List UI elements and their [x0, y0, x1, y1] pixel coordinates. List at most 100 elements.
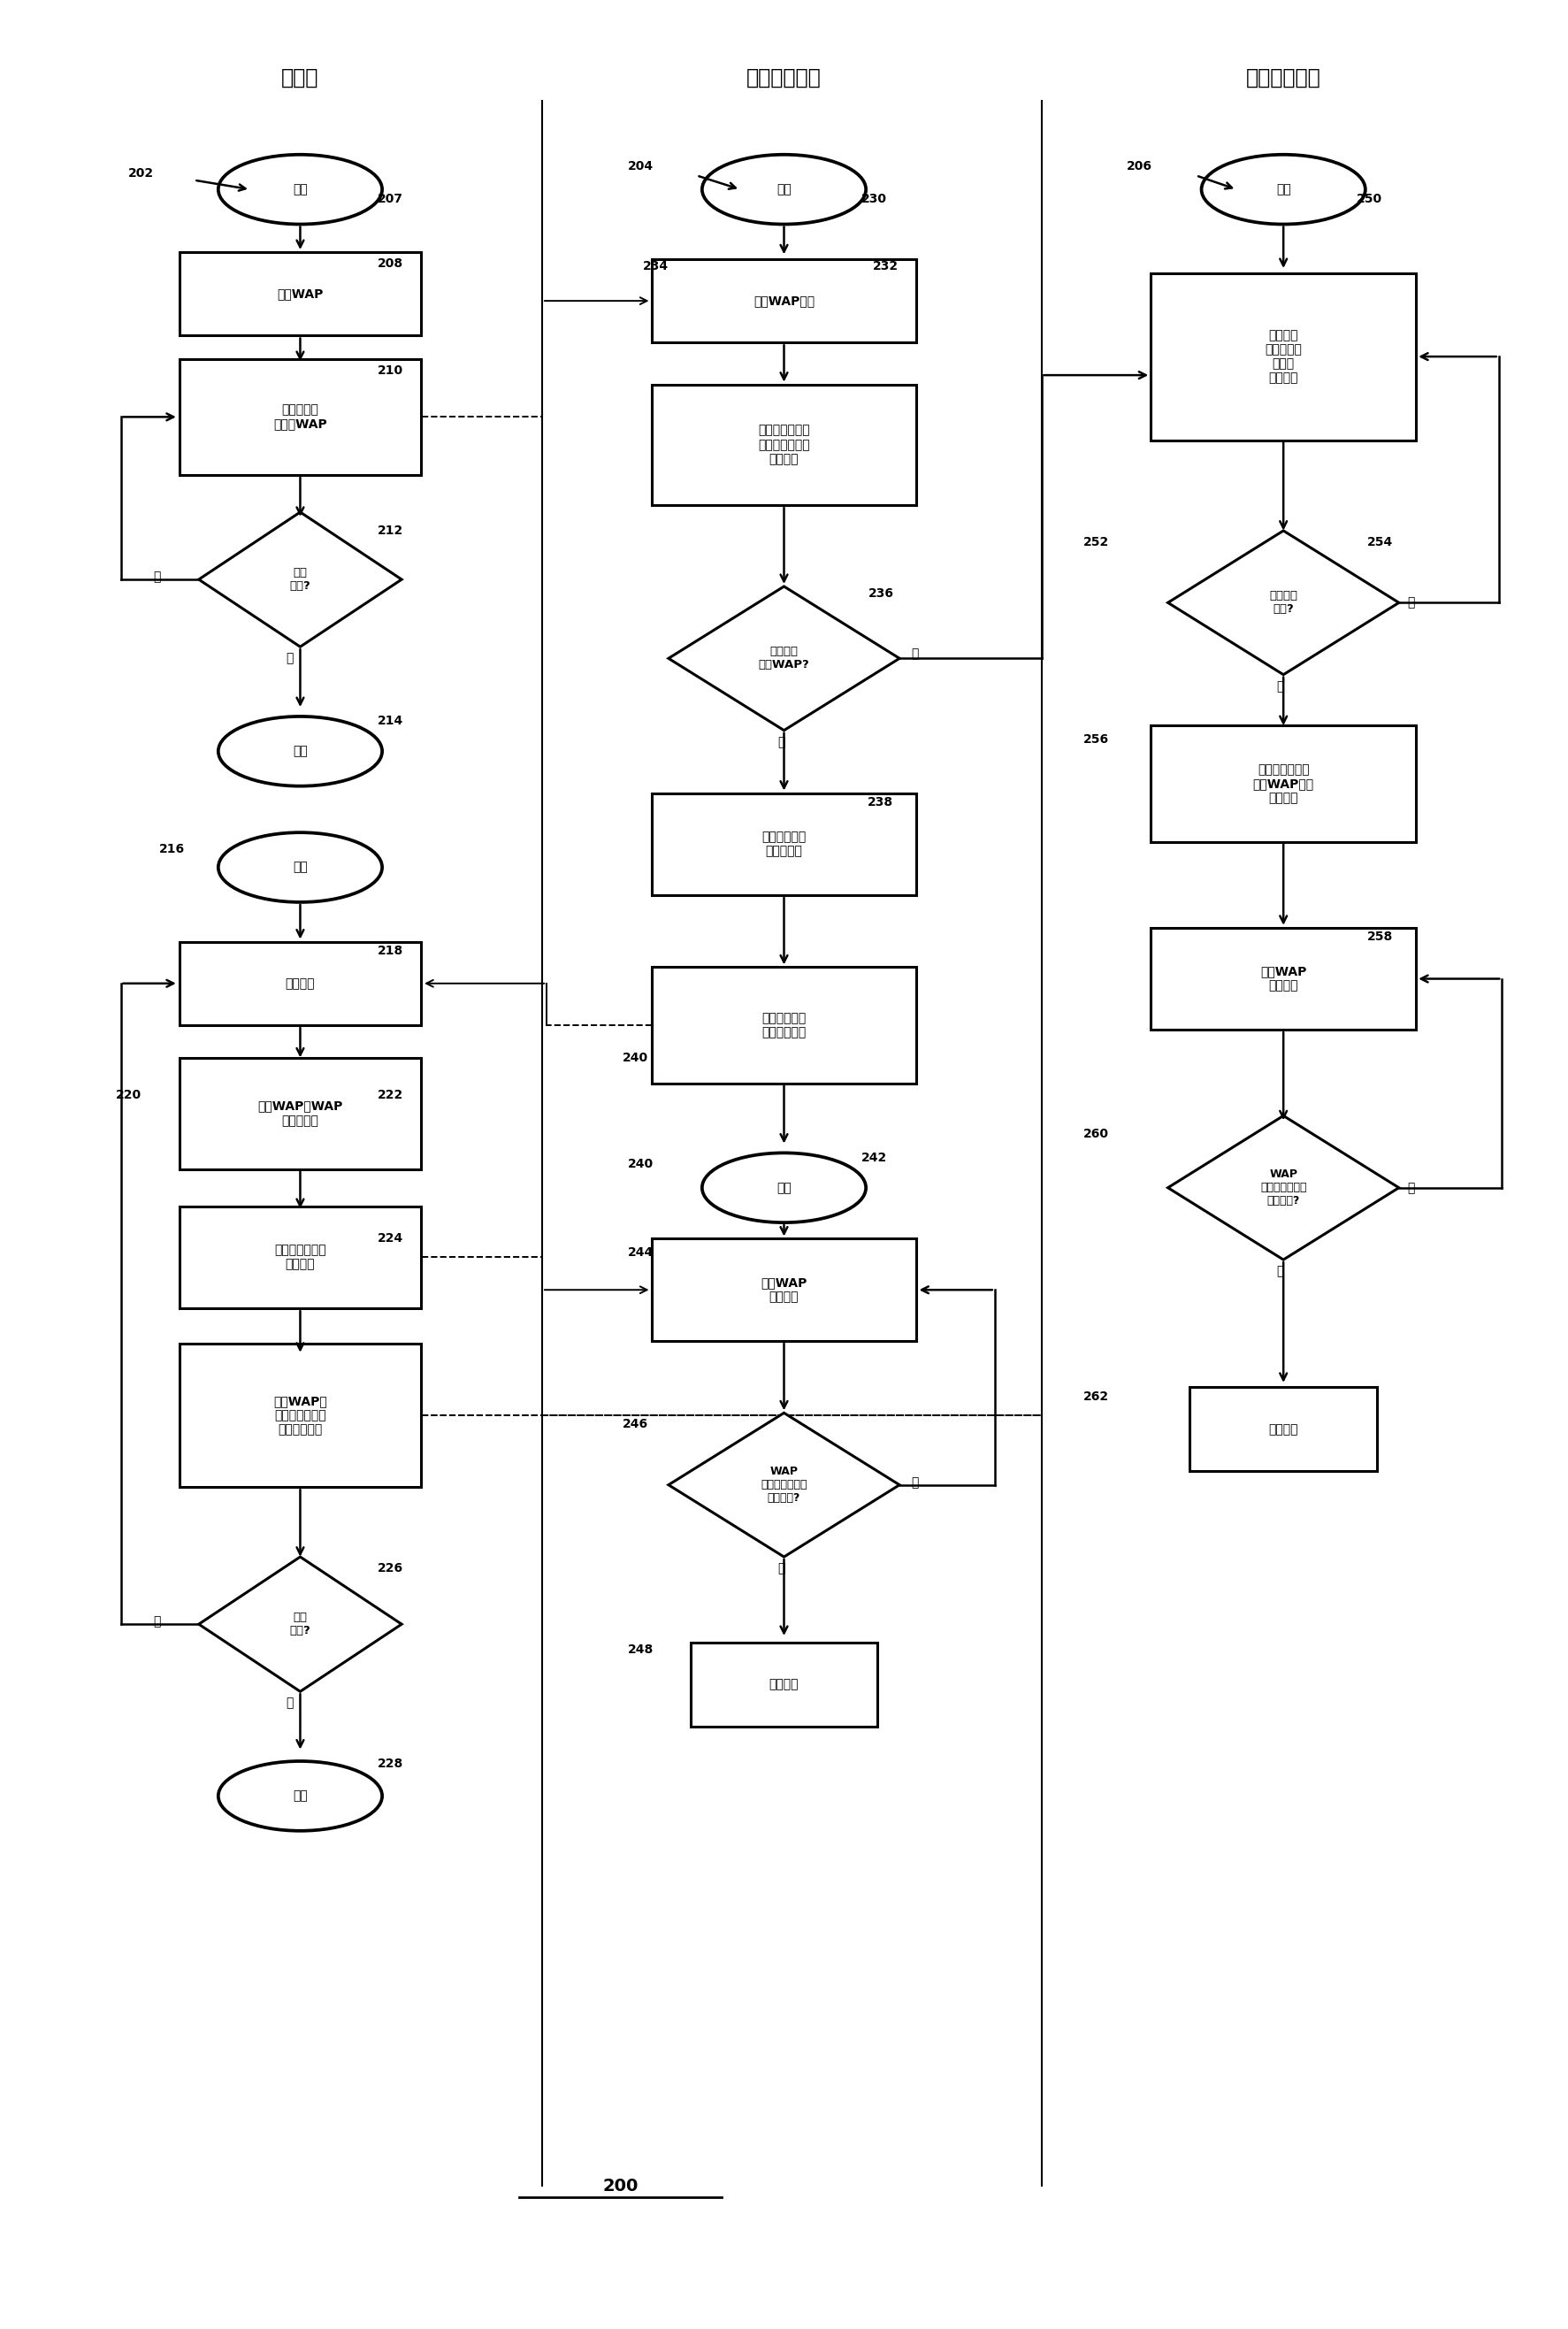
Polygon shape [668, 1414, 900, 1556]
Text: 开始: 开始 [776, 184, 792, 196]
Text: 接收WAP报告: 接收WAP报告 [754, 296, 814, 307]
Text: 通过WAP将
相关消息发送到
中央接收实体: 通过WAP将 相关消息发送到 中央接收实体 [273, 1395, 328, 1435]
FancyBboxPatch shape [690, 1642, 878, 1726]
Text: WAP
是否未被授权或
错误配置?: WAP 是否未被授权或 错误配置? [1261, 1169, 1306, 1206]
FancyBboxPatch shape [179, 252, 422, 335]
Ellipse shape [702, 154, 866, 224]
Text: 侦听WAP: 侦听WAP [278, 289, 323, 300]
Text: 206: 206 [1127, 161, 1152, 172]
Text: 中央控制实体: 中央控制实体 [746, 68, 822, 89]
Ellipse shape [702, 1153, 866, 1223]
FancyBboxPatch shape [651, 1239, 917, 1342]
Text: 否: 否 [154, 1616, 160, 1628]
Polygon shape [199, 512, 401, 647]
Ellipse shape [218, 831, 383, 901]
Text: 202: 202 [129, 168, 154, 179]
Text: 向中心站点发送
探测结果: 向中心站点发送 探测结果 [274, 1244, 326, 1272]
Text: 230: 230 [862, 193, 887, 205]
Text: 240: 240 [627, 1158, 654, 1171]
Text: 是: 是 [1276, 1265, 1284, 1279]
Text: 客户端: 客户端 [282, 68, 318, 89]
Text: 208: 208 [378, 259, 403, 270]
Text: 侦听命令: 侦听命令 [285, 978, 315, 990]
Text: 252: 252 [1083, 536, 1109, 550]
Text: 212: 212 [378, 524, 403, 538]
Text: 242: 242 [861, 1151, 887, 1164]
Text: 256: 256 [1083, 734, 1109, 745]
Text: 是否收到
通信?: 是否收到 通信? [1269, 589, 1298, 615]
Text: 判定WAP
网络属性: 判定WAP 网络属性 [1261, 967, 1306, 992]
Text: 接收WAP
探测报告: 接收WAP 探测报告 [760, 1276, 808, 1304]
Text: 240: 240 [622, 1050, 649, 1064]
FancyBboxPatch shape [1151, 272, 1416, 440]
Text: 否: 否 [911, 647, 919, 659]
FancyBboxPatch shape [651, 259, 917, 342]
Text: 是: 是 [285, 652, 293, 664]
Text: 是: 是 [285, 1698, 293, 1709]
Text: 246: 246 [622, 1418, 649, 1430]
Text: 选择执行主动
探测的端点: 选择执行主动 探测的端点 [762, 831, 806, 857]
Ellipse shape [218, 154, 383, 224]
Text: 224: 224 [378, 1232, 403, 1246]
Text: 侦听来自
端点的通信
（通过
内联网）: 侦听来自 端点的通信 （通过 内联网） [1265, 328, 1301, 384]
Text: 214: 214 [378, 715, 403, 727]
Text: 是: 是 [778, 736, 784, 748]
Text: 260: 260 [1083, 1127, 1109, 1141]
Text: 238: 238 [867, 797, 894, 808]
Text: 选择并应用业务
策略以进行探测
判定决策: 选择并应用业务 策略以进行探测 判定决策 [757, 424, 811, 466]
Text: 216: 216 [160, 843, 185, 855]
Polygon shape [1168, 1116, 1399, 1260]
Polygon shape [668, 587, 900, 731]
FancyBboxPatch shape [651, 967, 917, 1083]
Text: 开始: 开始 [293, 862, 307, 873]
FancyBboxPatch shape [179, 359, 422, 475]
Text: 否: 否 [1408, 1181, 1414, 1195]
Text: 探测WAP和WAP
后面的网络: 探测WAP和WAP 后面的网络 [257, 1099, 343, 1127]
Text: 开始: 开始 [293, 184, 307, 196]
Text: 210: 210 [378, 363, 403, 377]
Text: 定期报告受
监视的WAP: 定期报告受 监视的WAP [273, 403, 328, 431]
Text: 否: 否 [1408, 596, 1414, 608]
Text: 204: 204 [627, 161, 654, 172]
Text: 是: 是 [778, 1563, 784, 1574]
Text: 207: 207 [378, 193, 403, 205]
Text: 220: 220 [116, 1088, 141, 1102]
Text: 否: 否 [911, 1477, 919, 1488]
Text: 发送警报: 发送警报 [1269, 1423, 1298, 1435]
Ellipse shape [1201, 154, 1366, 224]
Text: 将收到的通信与
端点WAP报告
进行关联: 将收到的通信与 端点WAP报告 进行关联 [1253, 764, 1314, 804]
FancyBboxPatch shape [179, 1206, 422, 1309]
Text: 是: 是 [1276, 680, 1284, 692]
Text: 218: 218 [378, 946, 403, 957]
Text: 是否
停止?: 是否 停止? [290, 1612, 310, 1637]
Text: 开始: 开始 [1276, 184, 1290, 196]
Text: 中央接收实体: 中央接收实体 [1247, 68, 1320, 89]
Text: 232: 232 [872, 261, 898, 272]
FancyBboxPatch shape [1151, 727, 1416, 841]
Text: 244: 244 [627, 1246, 654, 1260]
Ellipse shape [218, 1761, 383, 1831]
Text: 200: 200 [602, 2178, 638, 2194]
Text: 262: 262 [1083, 1390, 1109, 1402]
FancyBboxPatch shape [1151, 927, 1416, 1029]
Text: 结束: 结束 [293, 745, 307, 757]
Polygon shape [1168, 531, 1399, 675]
Text: 248: 248 [627, 1644, 654, 1656]
FancyBboxPatch shape [651, 794, 917, 894]
Text: 命令选定端点
执行主动探测: 命令选定端点 执行主动探测 [762, 1011, 806, 1039]
Text: 250: 250 [1356, 193, 1381, 205]
Text: 发送警报: 发送警报 [770, 1679, 798, 1691]
Text: 开始: 开始 [776, 1181, 792, 1195]
FancyBboxPatch shape [179, 941, 422, 1025]
Text: 228: 228 [378, 1758, 403, 1770]
Text: 是否主动
探测WAP?: 是否主动 探测WAP? [759, 645, 809, 671]
Text: 236: 236 [869, 587, 894, 599]
FancyBboxPatch shape [179, 1344, 422, 1488]
Text: 222: 222 [378, 1088, 403, 1102]
FancyBboxPatch shape [651, 384, 917, 505]
Text: 226: 226 [378, 1563, 403, 1574]
Text: 是否
停止?: 是否 停止? [290, 566, 310, 592]
Text: 否: 否 [154, 571, 160, 582]
Text: 254: 254 [1367, 536, 1392, 550]
Text: WAP
是否未被授权或
错误配置?: WAP 是否未被授权或 错误配置? [760, 1465, 808, 1505]
